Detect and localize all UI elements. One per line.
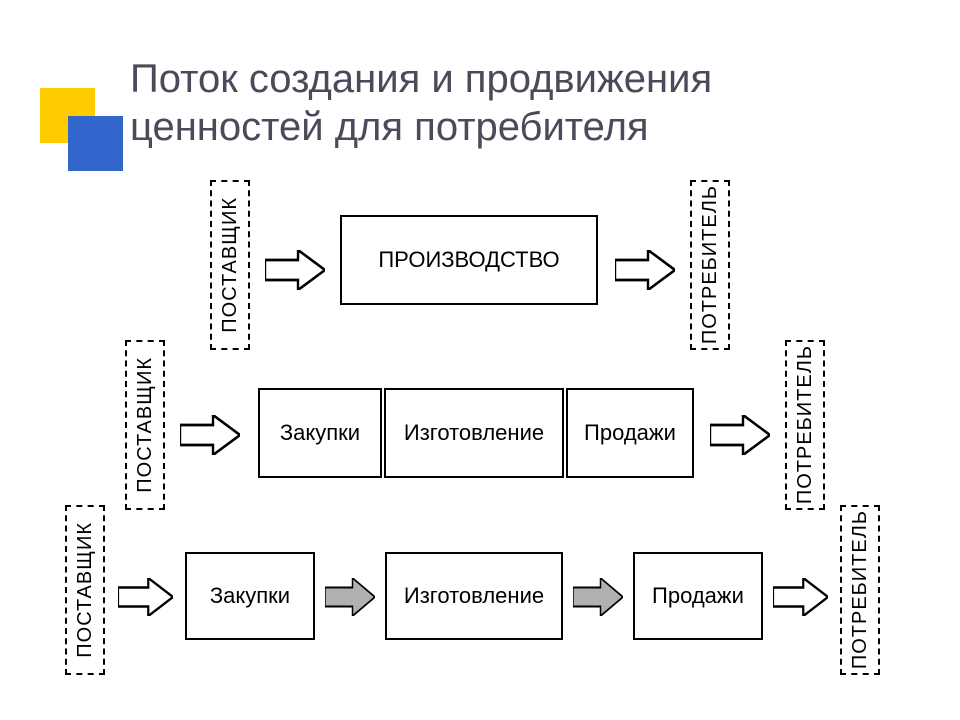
r3-box-purchasing: Закупки [185,552,315,640]
r3-arrow-1 [118,578,173,616]
title-line2: ценностей для потребителя [130,105,649,149]
r3-arrow-3 [573,578,623,616]
r3-consumer-label: ПОТРЕБИТЕЛЬ [840,505,880,675]
r1-arrow-1 [265,250,325,290]
r3-box-sales: Продажи [633,552,763,640]
r1-consumer-label: ПОТРЕБИТЕЛЬ [690,180,730,350]
r1-box-production: ПРОИЗВОДСТВО [340,215,598,305]
title-line1: Поток создания и продвижения [130,57,712,101]
r2-box-manufacturing: Изготовление [384,388,564,478]
r2-arrow-1 [180,415,240,455]
r3-arrow-2 [325,578,375,616]
r1-arrow-2 [615,250,675,290]
r3-arrow-4 [773,578,828,616]
r2-box-sales: Продажи [566,388,694,478]
page-title: Поток создания и продвижения ценностей д… [130,55,712,151]
r2-arrow-2 [710,415,770,455]
r3-box-manufacturing: Изготовление [385,552,563,640]
deco-square-blue [68,116,123,171]
r2-box-purchasing: Закупки [258,388,382,478]
r2-consumer-label: ПОТРЕБИТЕЛЬ [785,340,825,510]
r2-supplier-label: ПОСТАВЩИК [125,340,165,510]
r3-supplier-label: ПОСТАВЩИК [65,505,105,675]
r1-supplier-label: ПОСТАВЩИК [210,180,250,350]
